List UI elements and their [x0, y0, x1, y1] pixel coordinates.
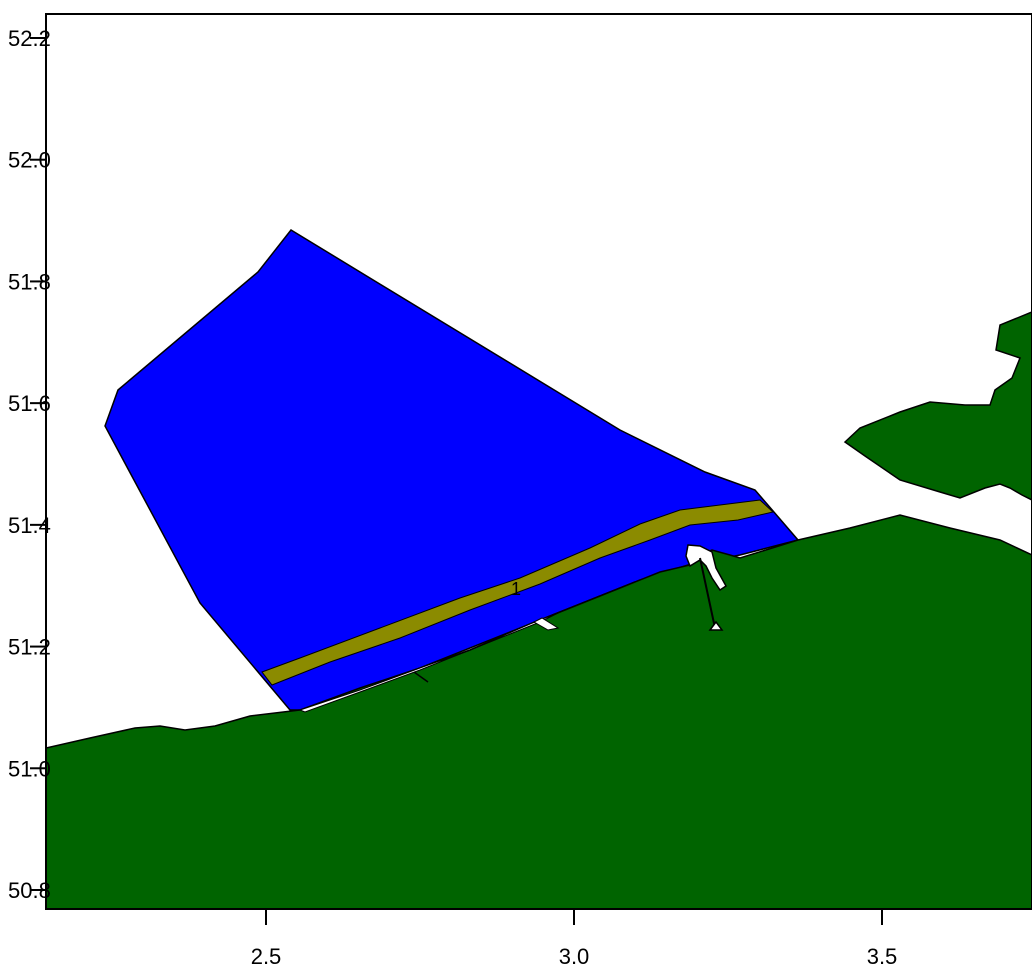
y-tick-label: 51.2 — [8, 635, 51, 660]
y-tick-label: 51.6 — [8, 391, 51, 416]
channel-line — [699, 557, 716, 629]
land-continent — [46, 514, 1032, 909]
land-north-coast — [843, 311, 1032, 501]
y-tick-label: 52.2 — [8, 26, 51, 51]
small-jetty — [413, 671, 429, 683]
small-inlet — [532, 617, 560, 631]
y-tick-label: 52.0 — [8, 148, 51, 173]
x-tick-label: 3.5 — [867, 944, 898, 969]
harbor-breakwater — [708, 620, 724, 631]
x-tick-label: 2.5 — [251, 944, 282, 969]
buffer-band — [261, 499, 775, 686]
y-tick-label: 51.0 — [8, 756, 51, 781]
y-tick-label: 51.8 — [8, 269, 51, 294]
plot-frame — [45, 13, 1032, 910]
x-tick-label: 3.0 — [559, 944, 590, 969]
zone-label: 1 — [511, 579, 521, 599]
y-tick-label: 50.8 — [8, 878, 51, 903]
harbor-inlet — [685, 544, 727, 592]
coastal-strip — [298, 611, 561, 713]
x-axis: 2.5 3.0 3.5 — [251, 909, 898, 969]
y-axis: 52.2 52.0 51.8 51.6 51.4 51.2 51.0 50.8 — [8, 26, 51, 903]
y-tick-label: 51.4 — [8, 513, 51, 538]
